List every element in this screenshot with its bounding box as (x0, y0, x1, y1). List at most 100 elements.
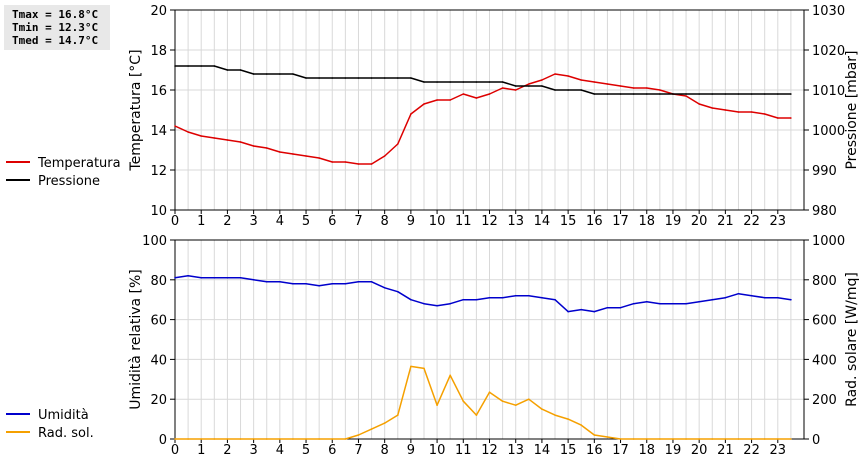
data-point (462, 81, 465, 83)
data-point (462, 400, 465, 402)
data-point (488, 296, 491, 299)
data-point (423, 103, 425, 105)
data-point (528, 294, 530, 297)
x-tick-label: 21 (717, 214, 734, 229)
legend-label: Umidità (38, 408, 89, 423)
data-point (606, 83, 609, 85)
data-point (475, 414, 478, 416)
x-tick-label: 19 (665, 443, 682, 458)
x-tick-label: 1 (197, 214, 205, 229)
data-point (593, 93, 596, 95)
data-point (292, 438, 294, 440)
y2-tick-label: 1000 (812, 234, 845, 249)
x-tick-label: 20 (691, 214, 708, 229)
data-point (541, 408, 543, 410)
data-point (252, 145, 255, 147)
x-tick-label: 22 (743, 443, 760, 458)
data-point (370, 428, 373, 430)
data-point (541, 85, 543, 87)
data-point (331, 161, 334, 163)
data-point (567, 310, 569, 313)
y2-tick-label: 800 (812, 274, 837, 289)
data-point (528, 398, 530, 401)
data-point (698, 93, 700, 95)
data-point (750, 294, 753, 297)
data-point (174, 438, 176, 440)
x-tick-label: 14 (534, 214, 551, 229)
data-point (213, 438, 216, 440)
data-point (593, 310, 596, 313)
data-point (462, 93, 465, 95)
data-point (383, 155, 386, 157)
x-tick-label: 23 (770, 443, 787, 458)
data-point (724, 93, 727, 95)
data-point (279, 438, 281, 440)
data-point (790, 298, 792, 301)
data-point (331, 438, 334, 440)
data-point (187, 65, 189, 67)
data-point (488, 93, 491, 95)
data-point (239, 69, 242, 71)
data-point (396, 290, 399, 293)
data-point (449, 302, 451, 305)
data-point (763, 438, 766, 440)
data-point (593, 434, 596, 436)
data-point (659, 302, 661, 305)
data-point (383, 422, 386, 424)
y2-tick-label: 200 (812, 393, 837, 408)
x-tick-label: 7 (354, 443, 362, 458)
series-line-0 (174, 73, 791, 165)
series-line-2 (174, 275, 792, 313)
data-point (790, 93, 792, 95)
data-point (436, 99, 438, 101)
y2-tick-label: 1030 (812, 4, 845, 19)
data-point (462, 298, 465, 301)
x-tick-label: 5 (302, 443, 310, 458)
data-point (554, 73, 556, 75)
data-point (423, 302, 425, 305)
data-point (750, 438, 753, 440)
x-tick-label: 17 (612, 214, 629, 229)
data-point (226, 277, 229, 279)
data-point (659, 438, 661, 440)
data-point (580, 308, 583, 311)
data-point (724, 109, 727, 111)
data-point (252, 438, 255, 440)
data-point (514, 89, 517, 91)
x-tick-label: 18 (638, 214, 655, 229)
data-point (213, 277, 216, 279)
x-tick-label: 10 (429, 214, 446, 229)
data-point (698, 103, 700, 105)
data-point (200, 65, 203, 67)
x-tick-label: 11 (455, 214, 472, 229)
x-tick-label: 23 (770, 214, 787, 229)
data-point (632, 87, 635, 89)
data-point (514, 404, 517, 406)
data-point (436, 404, 438, 406)
data-point (187, 131, 189, 133)
x-tick-label: 12 (481, 214, 498, 229)
y-tick-label: 16 (150, 84, 167, 99)
x-tick-label: 4 (276, 214, 284, 229)
data-point (174, 65, 176, 67)
data-point (659, 93, 661, 95)
data-point (174, 277, 176, 279)
data-point (619, 85, 622, 87)
data-point (737, 292, 740, 295)
data-point (410, 365, 412, 368)
x-tick-label: 16 (586, 443, 603, 458)
x-tick-label: 9 (407, 214, 415, 229)
data-point (488, 391, 491, 394)
data-point (580, 79, 583, 81)
y-tick-label: 100 (142, 234, 167, 249)
data-point (410, 77, 412, 79)
data-point (567, 75, 569, 77)
y2-tick-label: 1020 (812, 44, 845, 59)
x-tick-label: 15 (560, 443, 577, 458)
data-point (213, 65, 216, 67)
data-point (423, 367, 425, 370)
data-point (580, 89, 583, 91)
y2-tick-label: 990 (812, 164, 837, 179)
data-point (239, 438, 242, 440)
y2-tick-label: 600 (812, 314, 837, 329)
